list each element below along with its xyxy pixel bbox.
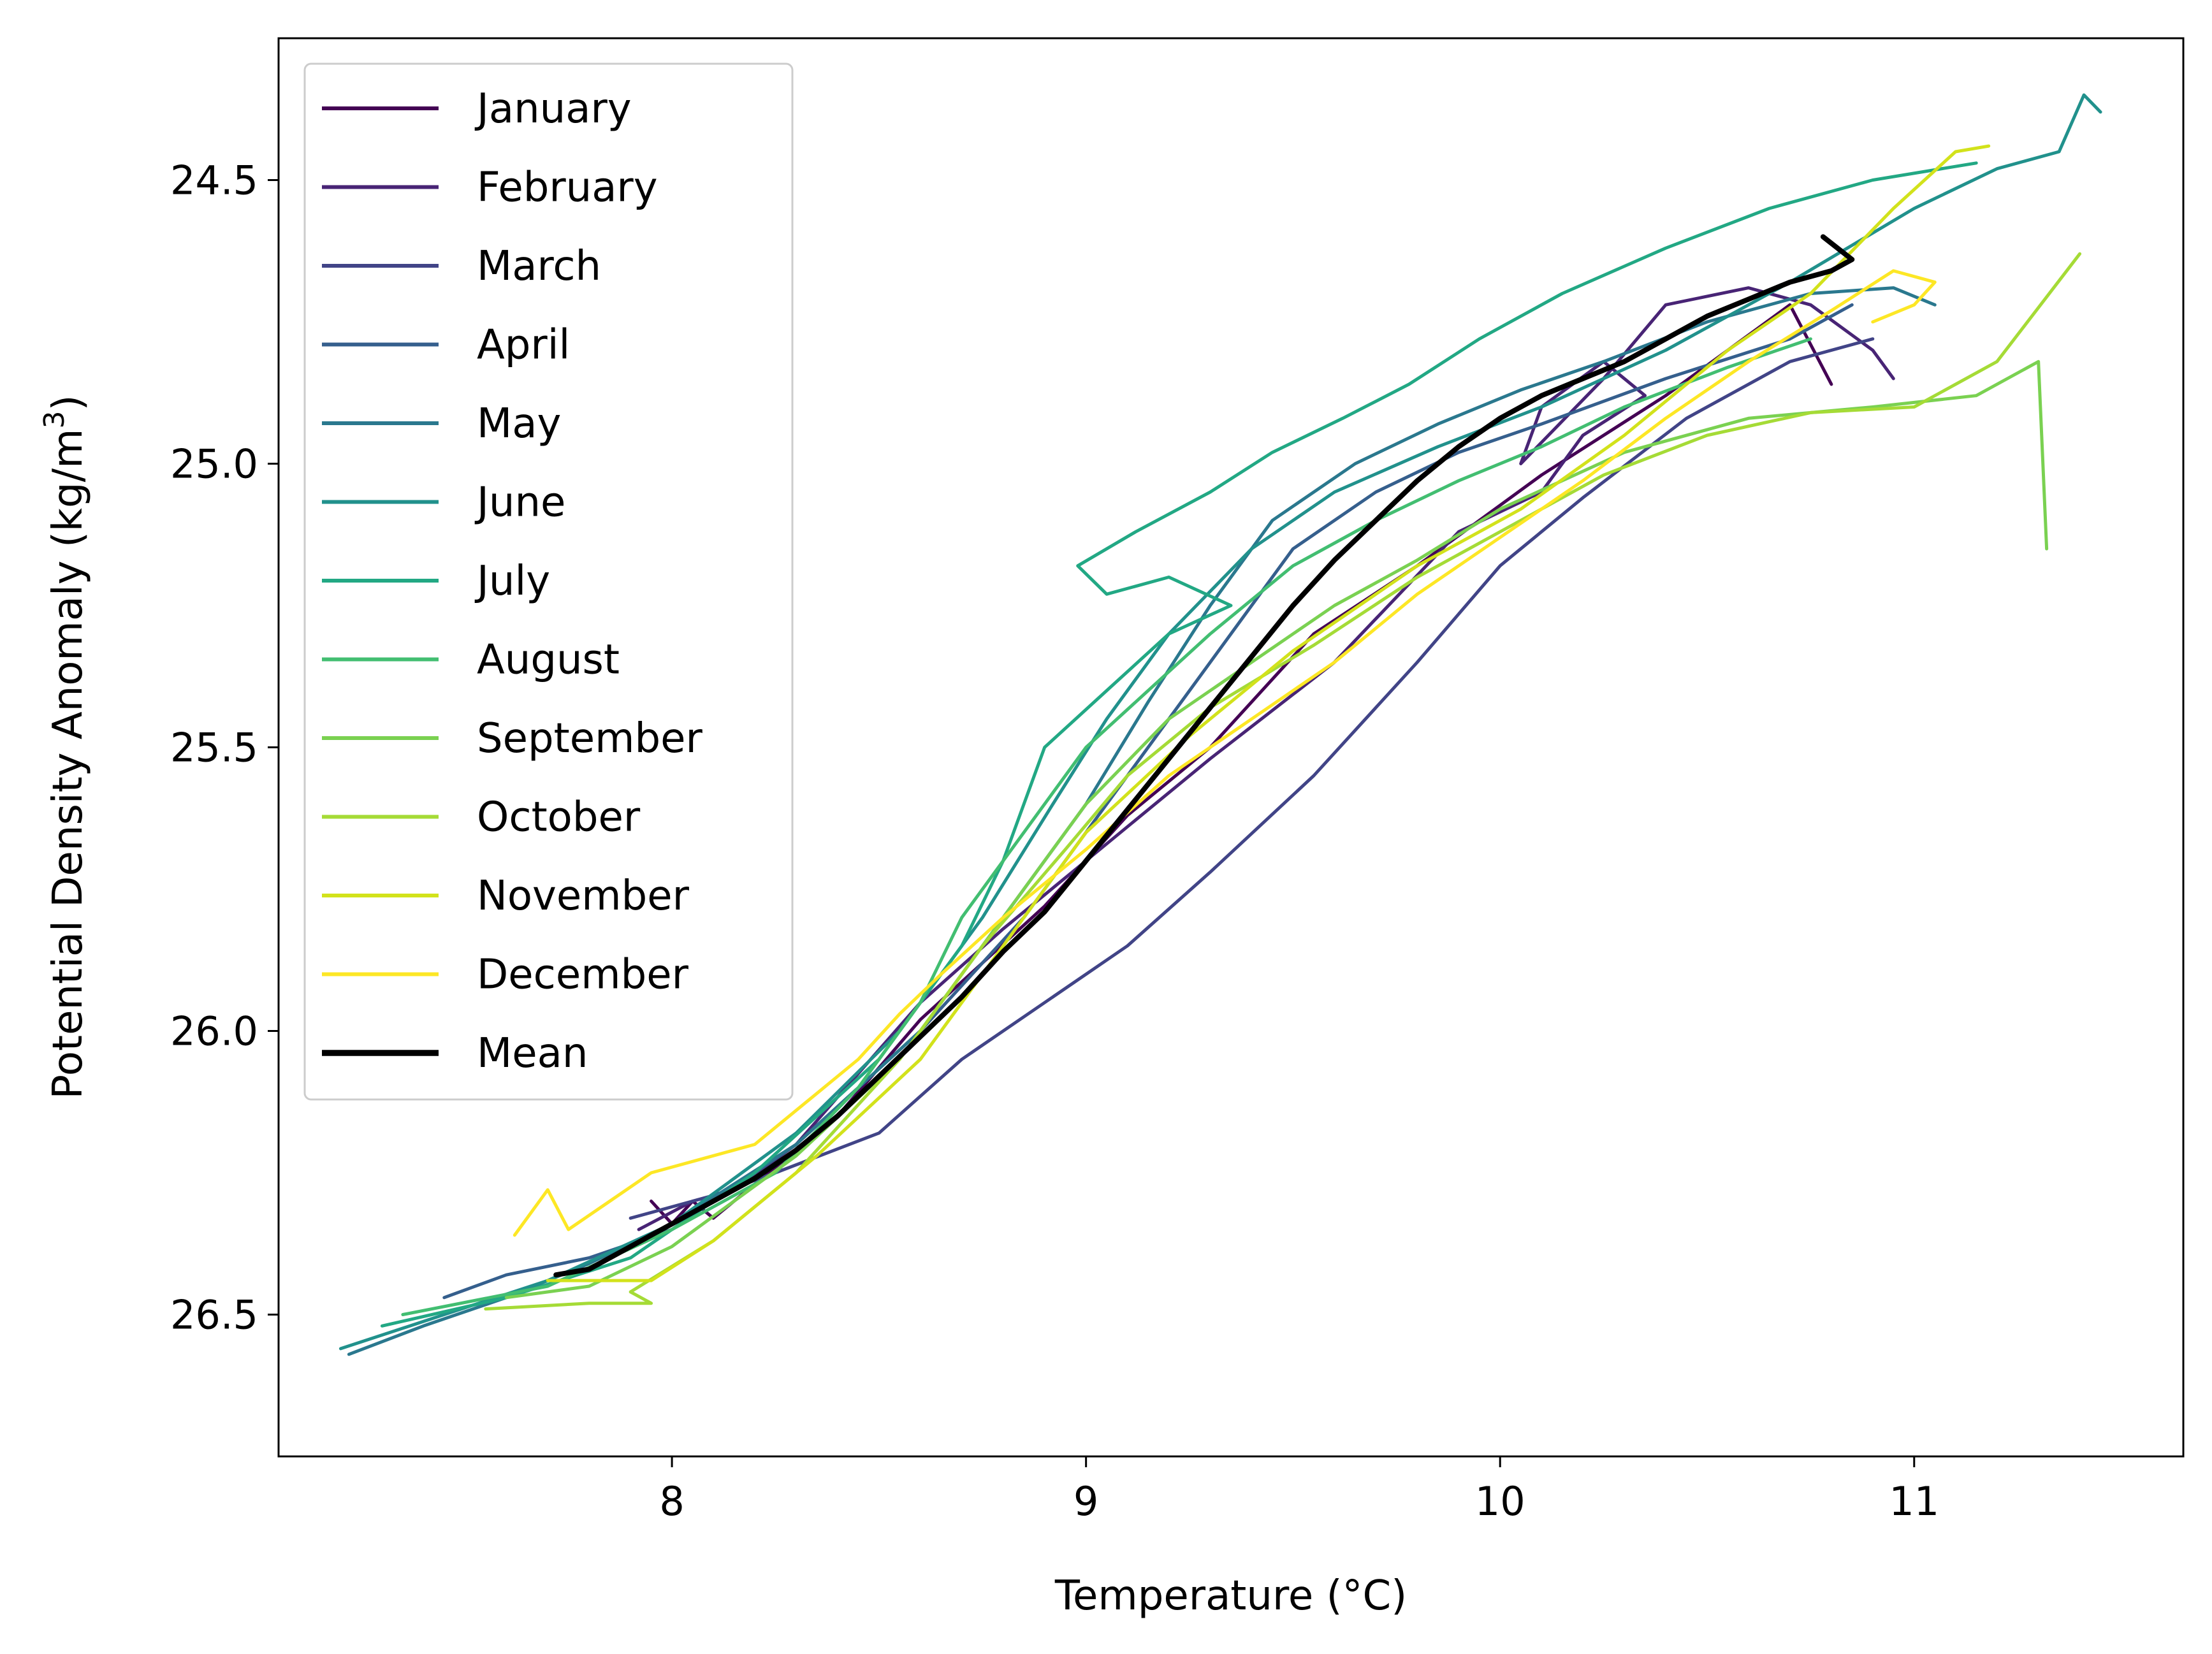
x-tick-label: 9: [1073, 1478, 1098, 1525]
series-lines: [338, 93, 2102, 1356]
legend-label-november: November: [477, 873, 690, 920]
y-axis-label: Potential Density Anomaly (kg/m3): [38, 395, 92, 1099]
legend-label-mean: Mean: [477, 1030, 588, 1077]
x-axis-ticks: 8 9 10 11: [659, 1456, 1939, 1525]
x-tick-label: 11: [1889, 1478, 1939, 1525]
y-tick-label: 26.0: [170, 1008, 258, 1055]
y-tick-label: 24.5: [170, 157, 258, 204]
y-tick-label: 26.5: [170, 1292, 258, 1338]
legend-label-january: January: [474, 85, 632, 133]
legend-label-october: October: [477, 794, 641, 841]
legend-label-september: September: [477, 715, 702, 762]
series-line-october: [484, 252, 2082, 1311]
legend-label-may: May: [477, 400, 561, 447]
x-tick-label: 10: [1475, 1478, 1525, 1525]
legend-label-june: June: [474, 479, 565, 526]
series-line-september: [504, 359, 2049, 1300]
legend-label-july: July: [474, 558, 550, 605]
x-tick-label: 8: [659, 1478, 684, 1525]
legend-label-february: February: [477, 164, 658, 212]
y-axis-label-end: ): [45, 395, 92, 411]
legend: January February March April May June July Augu…: [303, 62, 794, 1101]
y-tick-label: 25.5: [170, 725, 258, 771]
legend-label-march: March: [477, 243, 601, 290]
series-line-november: [546, 144, 1991, 1282]
y-axis-label-superscript: 3: [38, 410, 71, 428]
legend-label-august: August: [477, 637, 620, 684]
series-line-january: [650, 303, 1833, 1226]
legend-label-december: December: [477, 952, 689, 999]
x-axis-label: Temperature (°C): [1054, 1572, 1407, 1620]
series-line-june: [338, 93, 2102, 1351]
y-axis-label-main: Potential Density Anomaly (kg/m: [45, 428, 92, 1099]
y-tick-label: 25.0: [170, 441, 258, 488]
legend-label-april: April: [477, 322, 570, 369]
legend-box: [303, 62, 794, 1101]
series-line-mean: [553, 234, 1855, 1278]
y-axis-ticks: 24.5 25.0 25.5 26.0 26.5: [170, 157, 279, 1338]
